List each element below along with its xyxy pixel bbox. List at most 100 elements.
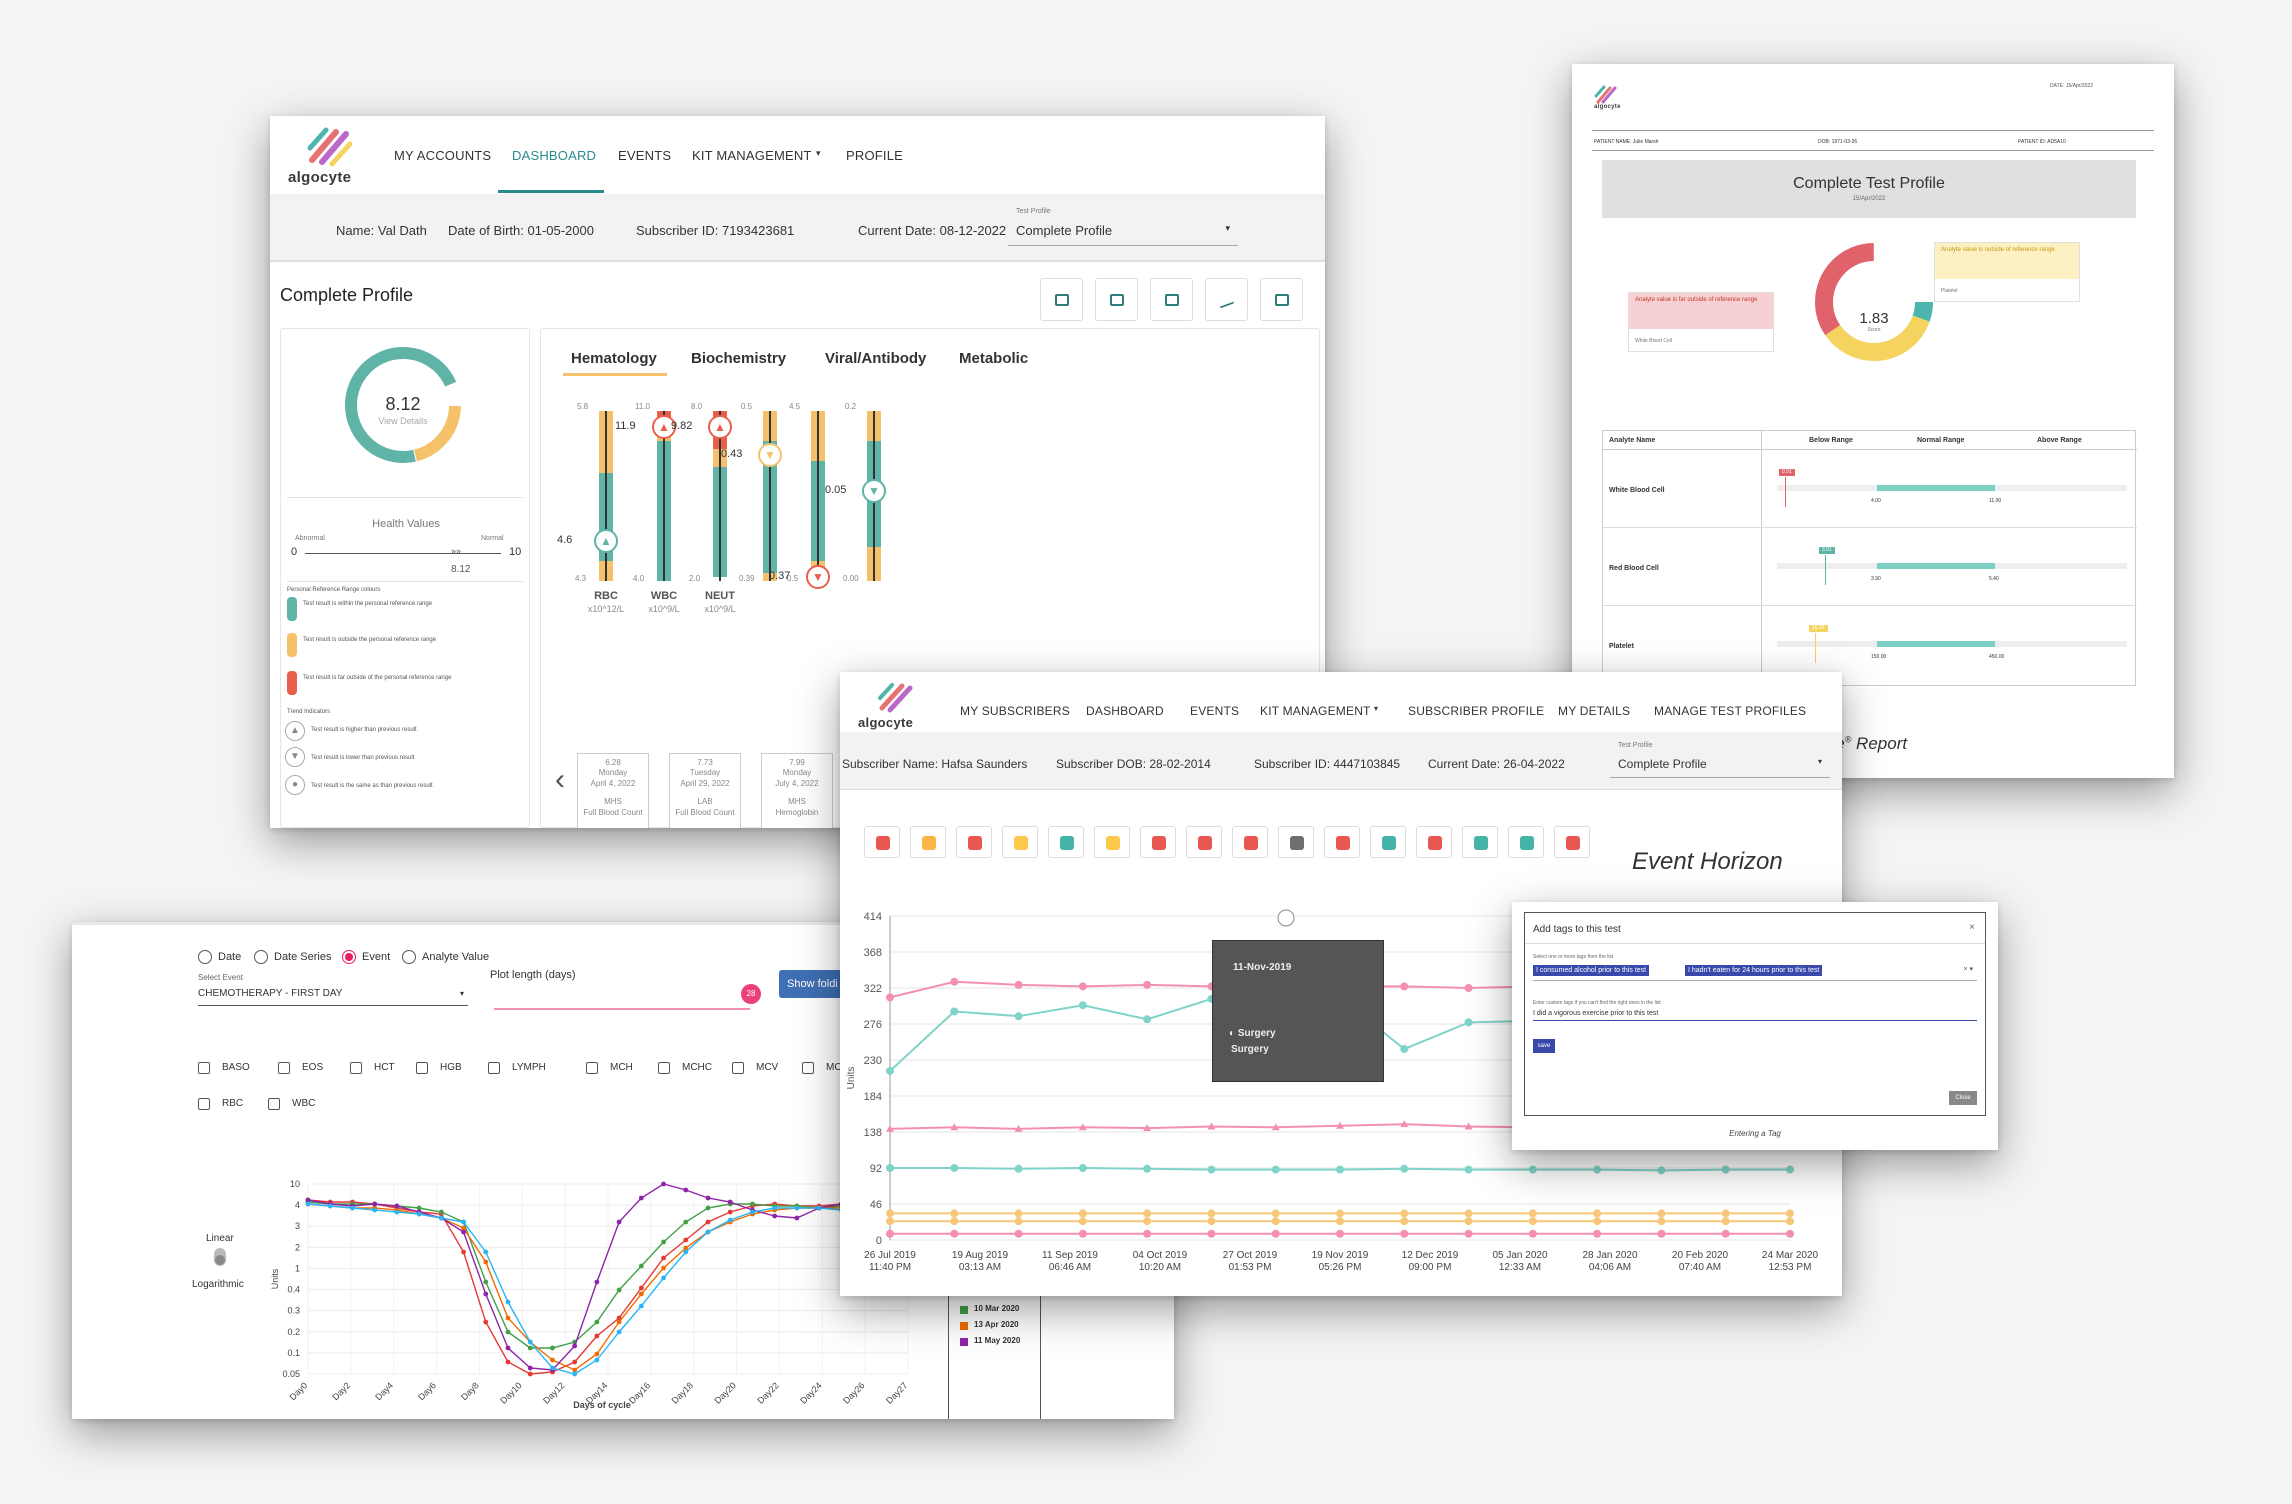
- pink-top-point[interactable]: [886, 993, 894, 1002]
- pink-low-point[interactable]: [1400, 1229, 1409, 1238]
- pink-low-point[interactable]: [1464, 1229, 1473, 1238]
- pink-mid-point[interactable]: [1271, 1123, 1280, 1131]
- teal-mid-point[interactable]: [1271, 1165, 1280, 1174]
- test-profile-select[interactable]: Complete Profile ▾: [1008, 216, 1238, 246]
- pink-mid-point[interactable]: [886, 1124, 894, 1132]
- yellow-low-point[interactable]: [1400, 1209, 1409, 1218]
- yellow-low-point[interactable]: [1207, 1209, 1216, 1218]
- pink-mid-point[interactable]: [1400, 1120, 1409, 1128]
- scale-icon[interactable]: [1462, 826, 1498, 858]
- orange-low-point[interactable]: [1593, 1217, 1602, 1226]
- pink-low-point[interactable]: [1271, 1229, 1280, 1238]
- teal-mid-point[interactable]: [1721, 1165, 1730, 1174]
- cycle-point[interactable]: [550, 1365, 555, 1371]
- event-select[interactable]: CHEMOTHERAPY - FIRST DAY ▾: [198, 986, 468, 1006]
- cycle-point[interactable]: [816, 1205, 822, 1211]
- cycle-point[interactable]: [305, 1197, 311, 1203]
- view-details-link[interactable]: View Details: [378, 416, 428, 426]
- orange-low-point[interactable]: [886, 1217, 894, 1226]
- tag-chip[interactable]: I consumed alcohol prior to this test: [1533, 965, 1650, 976]
- cycle-point[interactable]: [550, 1357, 555, 1363]
- cycle-point[interactable]: [683, 1237, 689, 1243]
- pink-top-point[interactable]: [1143, 980, 1152, 989]
- cycle-point[interactable]: [505, 1359, 511, 1365]
- cycle-point[interactable]: [572, 1367, 578, 1373]
- probe-icon[interactable]: [864, 826, 900, 858]
- orange-low-point[interactable]: [1464, 1217, 1473, 1226]
- cycle-point[interactable]: [550, 1345, 555, 1351]
- cycle-point[interactable]: [394, 1203, 400, 1209]
- nav-kit-management[interactable]: KIT MANAGEMENT: [1260, 704, 1371, 718]
- nav-events[interactable]: EVENTS: [618, 148, 672, 163]
- cycle-point[interactable]: [327, 1203, 333, 1209]
- cycle-point[interactable]: [416, 1205, 422, 1211]
- orange-low-point[interactable]: [950, 1217, 959, 1226]
- chevron-down-icon[interactable]: ▾: [1374, 704, 1379, 713]
- pink-low-point[interactable]: [1143, 1229, 1152, 1238]
- pink-low-point[interactable]: [1593, 1229, 1602, 1238]
- pink-mid-point[interactable]: [1207, 1122, 1216, 1130]
- yellow-low-point[interactable]: [1014, 1209, 1023, 1218]
- cycle-point[interactable]: [705, 1219, 711, 1225]
- orange-low-point[interactable]: [1271, 1217, 1280, 1226]
- teal-mid-point[interactable]: [1078, 1164, 1087, 1172]
- plot-length-slider[interactable]: [494, 1008, 750, 1010]
- nav-my-accounts[interactable]: MY ACCOUNTS: [394, 148, 492, 163]
- teal-top-point[interactable]: [950, 1007, 959, 1016]
- cycle-point[interactable]: [661, 1181, 666, 1187]
- pink-low-point[interactable]: [1721, 1229, 1730, 1238]
- checkbox-mon[interactable]: [802, 1062, 814, 1074]
- teal-mid-point[interactable]: [1207, 1165, 1216, 1174]
- cycle-point[interactable]: [661, 1239, 666, 1245]
- orange-low-point[interactable]: [1207, 1217, 1216, 1226]
- cycle-point[interactable]: [505, 1299, 511, 1305]
- teal-mid-point[interactable]: [1593, 1165, 1602, 1174]
- date-card[interactable]: 7.99 Monday July 4, 2022 MHS Hemoglobin: [761, 753, 833, 828]
- pink-mid-point[interactable]: [1078, 1123, 1087, 1131]
- cycle-point[interactable]: [772, 1205, 778, 1211]
- cycle-point[interactable]: [572, 1359, 578, 1365]
- cycle-point[interactable]: [505, 1315, 511, 1321]
- tab-metabolic[interactable]: Metabolic: [959, 350, 1029, 367]
- nav-my-subscribers[interactable]: MY SUBSCRIBERS: [960, 704, 1070, 718]
- teal-mid-point[interactable]: [1400, 1164, 1409, 1173]
- cluster-icon[interactable]: [1002, 826, 1038, 858]
- pink-mid-point[interactable]: [1014, 1124, 1023, 1132]
- cycle-point[interactable]: [483, 1249, 489, 1255]
- nav-kit-management[interactable]: KIT MANAGEMENT: [692, 148, 812, 163]
- teal-mid-point[interactable]: [1014, 1164, 1023, 1173]
- cycle-point[interactable]: [483, 1259, 489, 1265]
- cycle-point[interactable]: [416, 1211, 422, 1217]
- date-card[interactable]: 6.28 Monday April 4, 2022 MHS Full Blood Cou…: [577, 753, 649, 828]
- yellow-low-point[interactable]: [1078, 1209, 1087, 1218]
- chevron-down-icon[interactable]: ▾: [816, 148, 821, 158]
- cycle-point[interactable]: [616, 1287, 622, 1293]
- cycle-point[interactable]: [661, 1265, 666, 1271]
- pink-low-point[interactable]: [1528, 1229, 1537, 1238]
- orange-low-point[interactable]: [1014, 1217, 1023, 1226]
- cycle-point[interactable]: [461, 1225, 466, 1231]
- cycle-point[interactable]: [594, 1351, 600, 1357]
- yellow-low-point[interactable]: [886, 1209, 894, 1218]
- cycle-point[interactable]: [438, 1215, 444, 1221]
- yellow-low-point[interactable]: [1271, 1209, 1280, 1218]
- cycle-point[interactable]: [705, 1195, 711, 1201]
- pill-icon[interactable]: [956, 826, 992, 858]
- cycle-point[interactable]: [661, 1275, 666, 1281]
- cycle-point[interactable]: [527, 1371, 533, 1377]
- save-button[interactable]: save: [1533, 1039, 1555, 1053]
- chevron-left-icon[interactable]: ‹: [555, 763, 565, 796]
- cycle-point[interactable]: [727, 1199, 733, 1205]
- teal-top-point[interactable]: [1078, 1001, 1087, 1010]
- teal-mid-point[interactable]: [1786, 1165, 1794, 1174]
- syringe-icon[interactable]: [1232, 826, 1268, 858]
- gallery-icon[interactable]: [1260, 278, 1303, 321]
- teal-mid-point[interactable]: [950, 1164, 959, 1172]
- date-card[interactable]: 7.73 Tuesday April 29, 2022 LAB Full Blood C…: [669, 753, 741, 828]
- radio-date-series[interactable]: [254, 950, 268, 964]
- cycle-point[interactable]: [305, 1201, 311, 1207]
- cycle-point[interactable]: [505, 1329, 511, 1335]
- test-profile-select[interactable]: Complete Profile ▾: [1610, 750, 1830, 778]
- orange-low-point[interactable]: [1143, 1217, 1152, 1226]
- orange-low-point[interactable]: [1078, 1217, 1087, 1226]
